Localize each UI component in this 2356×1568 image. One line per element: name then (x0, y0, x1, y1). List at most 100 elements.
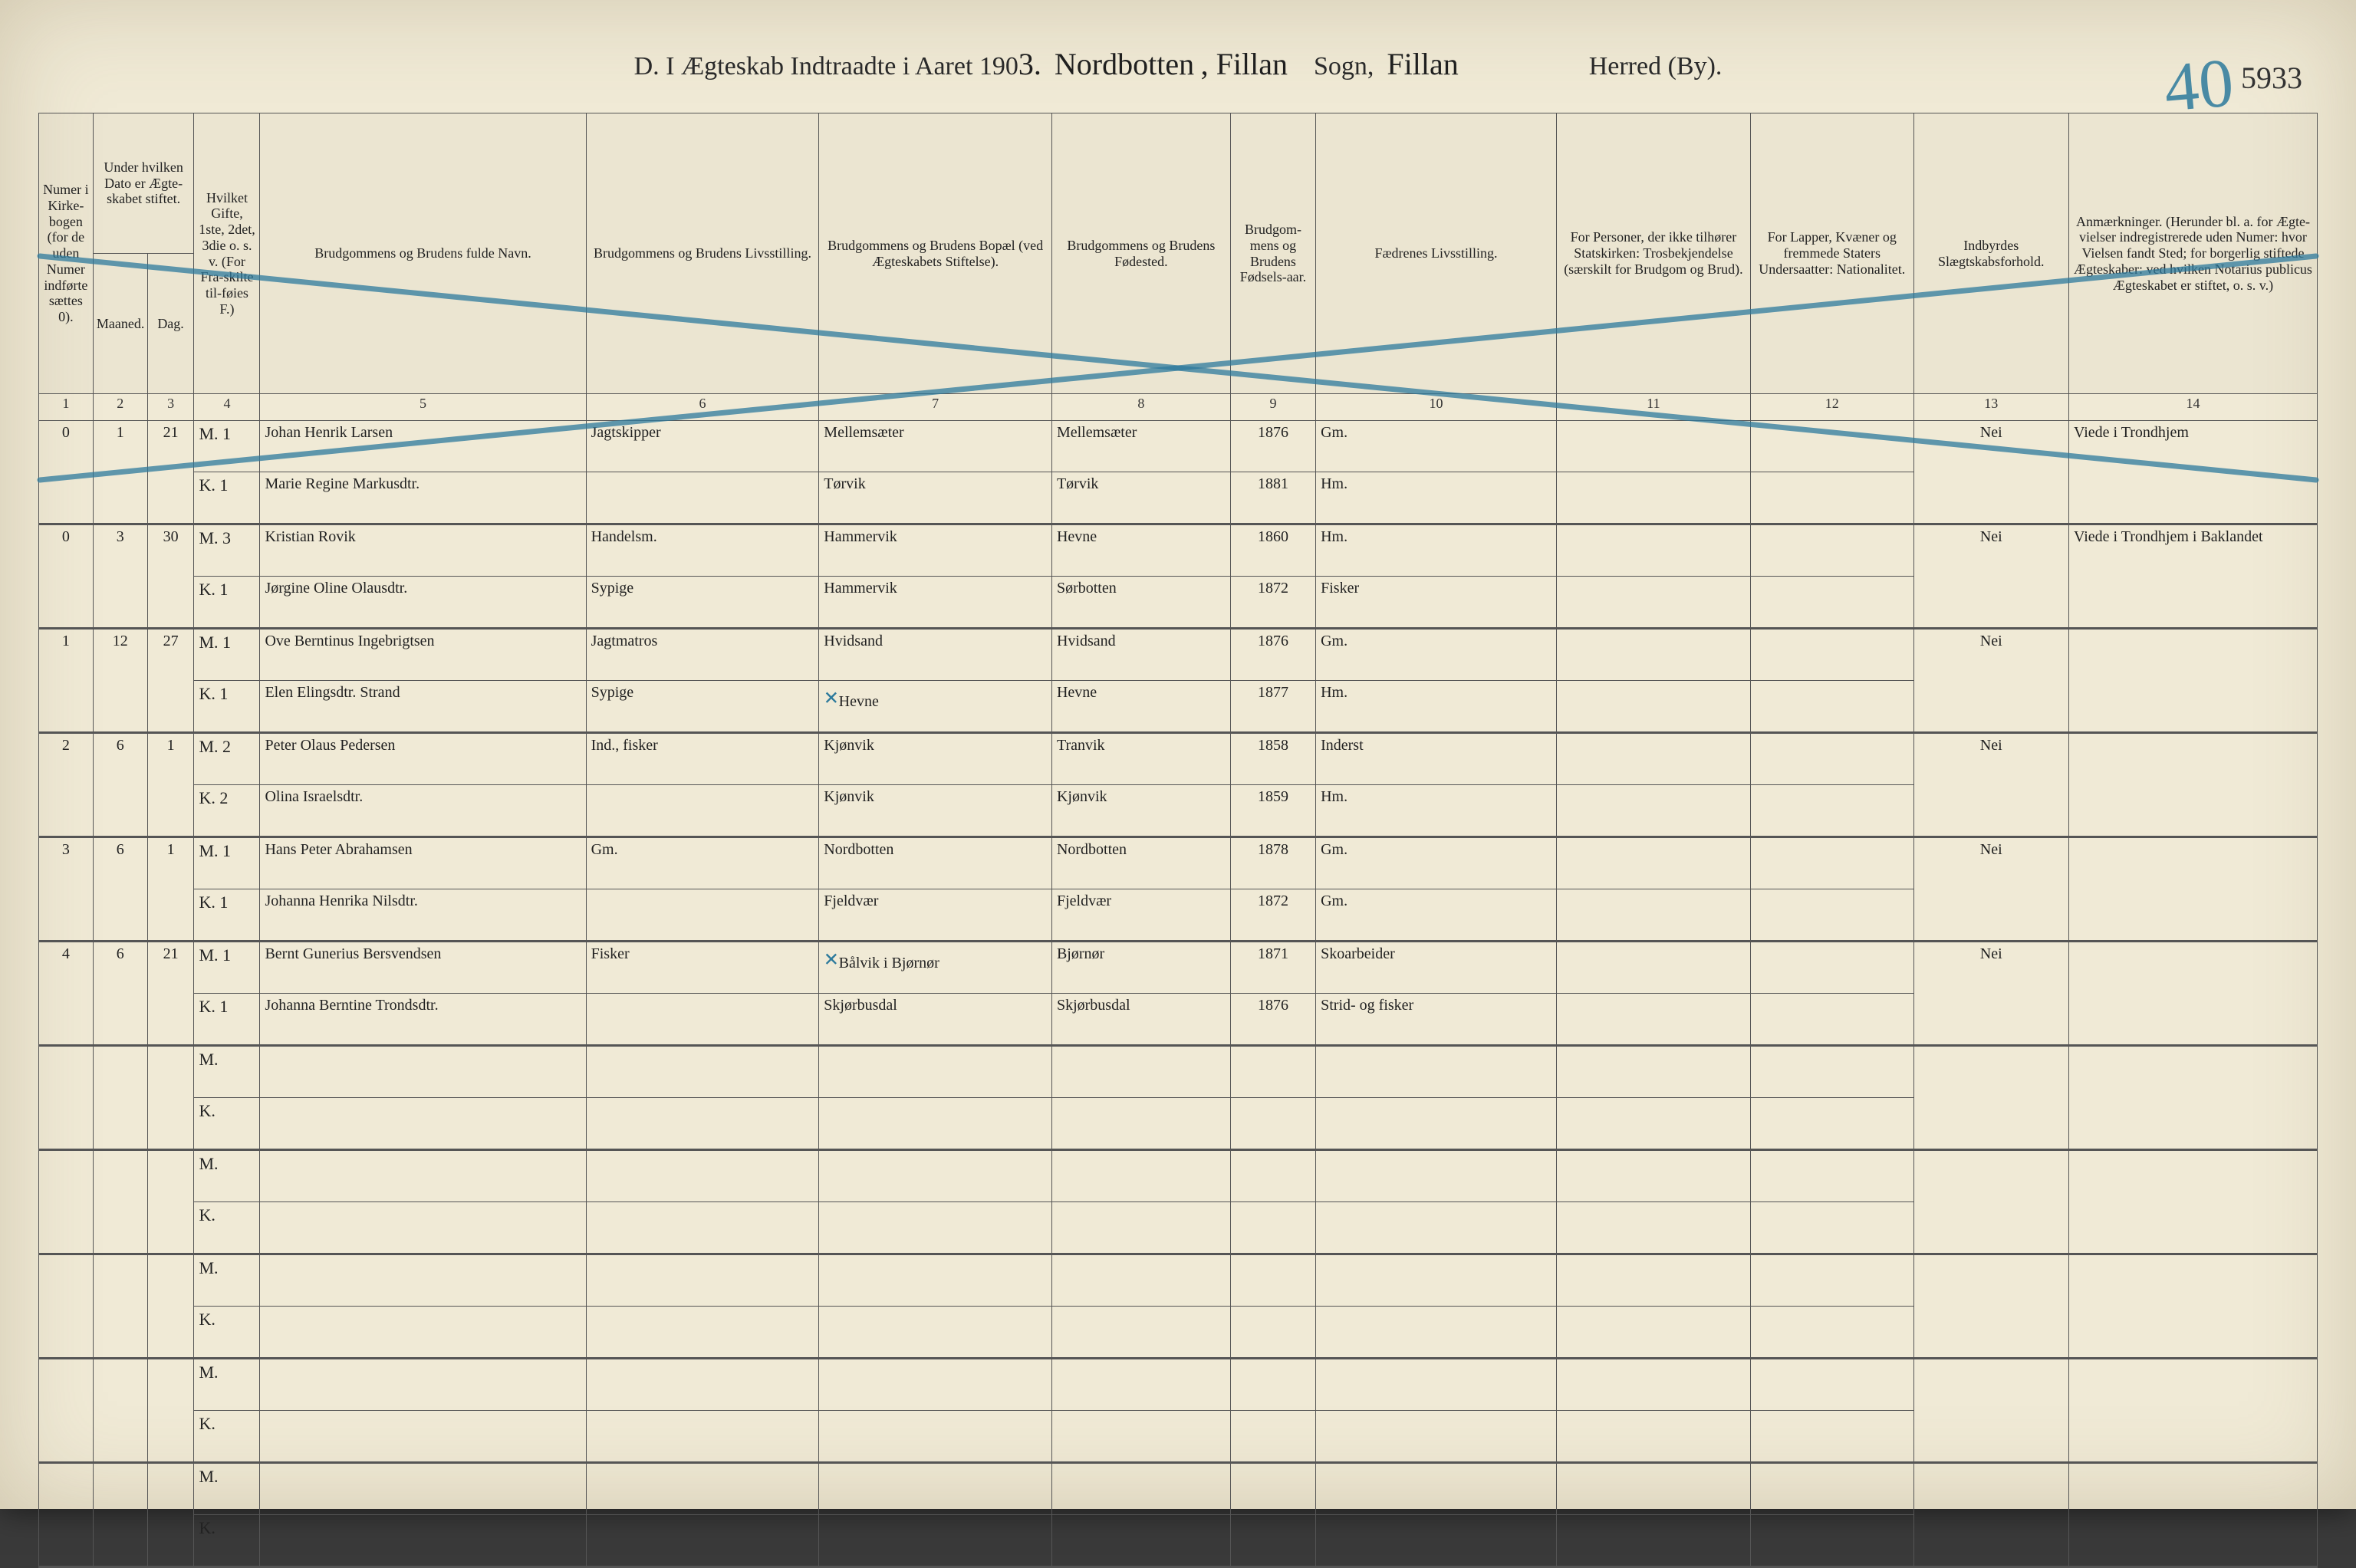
groom-father-occ: Skoarbeider (1316, 942, 1557, 994)
empty (1051, 1359, 1230, 1411)
empty (1051, 1463, 1230, 1515)
header-year: 3. (1018, 47, 1041, 81)
bride-father-occ: Hm. (1316, 681, 1557, 733)
kinship-cell: Nei (1913, 942, 2068, 1046)
col12-cell (1750, 577, 1913, 629)
remarks-cell (2068, 629, 2317, 733)
groom-occupation: Handelsm. (586, 524, 819, 577)
empty (1750, 1202, 1913, 1254)
groom-occupation: Gm. (586, 837, 819, 889)
empty-row-groom: M. (39, 1046, 2318, 1098)
groom-father-occ: Inderst (1316, 733, 1557, 785)
groom-birthplace: Hvidsand (1051, 629, 1230, 681)
col11-cell (1556, 733, 1750, 785)
record-number: 0 (39, 524, 94, 629)
bride-occupation (586, 994, 819, 1046)
groom-name: Kristian Rovik (260, 524, 586, 577)
record-month: 6 (93, 733, 147, 837)
empty-row-groom: M. (39, 1359, 2318, 1411)
mk-cell: M. 1 (194, 629, 260, 681)
kinship-cell: Nei (1913, 421, 2068, 524)
empty (1230, 1515, 1315, 1567)
header-prefix: D. I Ægteskab Indtraadte i Aaret 190 (634, 52, 1018, 81)
col-8-header: Brudgommens og Brudens Fødested. (1051, 113, 1230, 394)
colnum: 10 (1316, 394, 1557, 421)
col-5-header: Brudgommens og Brudens fulde Navn. (260, 113, 586, 394)
bride-residence: Tørvik (819, 472, 1052, 524)
groom-birthyear: 1878 (1230, 837, 1315, 889)
empty (1316, 1515, 1557, 1567)
groom-residence: Hvidsand (819, 629, 1052, 681)
record-month: 6 (93, 837, 147, 942)
empty (1556, 1359, 1750, 1411)
groom-father-occ: Gm. (1316, 421, 1557, 472)
mk-cell: K. 1 (194, 681, 260, 733)
col-4-header: Hvilket Gifte, 1ste, 2det, 3die o. s. v.… (194, 113, 260, 394)
empty (1230, 1098, 1315, 1150)
empty (1913, 1463, 2068, 1567)
empty (260, 1150, 586, 1202)
bride-occupation (586, 472, 819, 524)
kinship-cell: Nei (1913, 733, 2068, 837)
record-month: 3 (93, 524, 147, 629)
mk-cell: K. 1 (194, 472, 260, 524)
empty (819, 1098, 1052, 1150)
empty (1556, 1098, 1750, 1150)
record-month: 1 (93, 421, 147, 524)
mk-cell: M. 2 (194, 733, 260, 785)
colnum: 1 (39, 394, 94, 421)
empty (1556, 1463, 1750, 1515)
empty (1230, 1463, 1315, 1515)
empty (819, 1359, 1052, 1411)
bride-name: Olina Israelsdtr. (260, 785, 586, 837)
empty (819, 1202, 1052, 1254)
empty-row-groom: M. (39, 1150, 2318, 1202)
empty (1316, 1411, 1557, 1463)
record-day: 1 (147, 733, 194, 837)
bride-birthyear: 1881 (1230, 472, 1315, 524)
groom-birthyear: 1876 (1230, 421, 1315, 472)
colnum: 4 (194, 394, 260, 421)
colnum: 6 (586, 394, 819, 421)
empty (2068, 1359, 2317, 1463)
empty (1913, 1359, 2068, 1463)
groom-birthplace: Tranvik (1051, 733, 1230, 785)
col12-cell (1750, 785, 1913, 837)
empty (2068, 1046, 2317, 1150)
empty (1750, 1150, 1913, 1202)
bride-birthplace: Kjønvik (1051, 785, 1230, 837)
empty (1556, 1307, 1750, 1359)
mk-cell: M. (194, 1046, 260, 1098)
mk-cell: M. (194, 1254, 260, 1307)
record-row-groom: 0330M. 3Kristian RovikHandelsm.Hammervik… (39, 524, 2318, 577)
bride-father-occ: Hm. (1316, 472, 1557, 524)
bride-birthyear: 1859 (1230, 785, 1315, 837)
col12-cell (1750, 733, 1913, 785)
empty (1230, 1359, 1315, 1411)
bride-birthyear: 1872 (1230, 889, 1315, 942)
empty (586, 1411, 819, 1463)
bride-father-occ: Fisker (1316, 577, 1557, 629)
groom-birthplace: Bjørnør (1051, 942, 1230, 994)
groom-name: Johan Henrik Larsen (260, 421, 586, 472)
groom-birthyear: 1858 (1230, 733, 1315, 785)
empty (1051, 1150, 1230, 1202)
col11-cell (1556, 629, 1750, 681)
empty (1230, 1411, 1315, 1463)
bride-birthplace: Sørbotten (1051, 577, 1230, 629)
page-header: D. I Ægteskab Indtraadte i Aaret 1903. N… (38, 46, 2318, 82)
empty (1750, 1098, 1913, 1150)
record-day: 30 (147, 524, 194, 629)
colnum: 2 (93, 394, 147, 421)
groom-father-occ: Hm. (1316, 524, 1557, 577)
colnum: 14 (2068, 394, 2317, 421)
mk-cell: M. 1 (194, 837, 260, 889)
empty (1556, 1150, 1750, 1202)
groom-birthplace: Mellemsæter (1051, 421, 1230, 472)
groom-residence: Kjønvik (819, 733, 1052, 785)
empty (1316, 1463, 1557, 1515)
col12-cell (1750, 994, 1913, 1046)
empty (1316, 1254, 1557, 1307)
bride-name: Johanna Berntine Trondsdtr. (260, 994, 586, 1046)
empty (819, 1515, 1052, 1567)
